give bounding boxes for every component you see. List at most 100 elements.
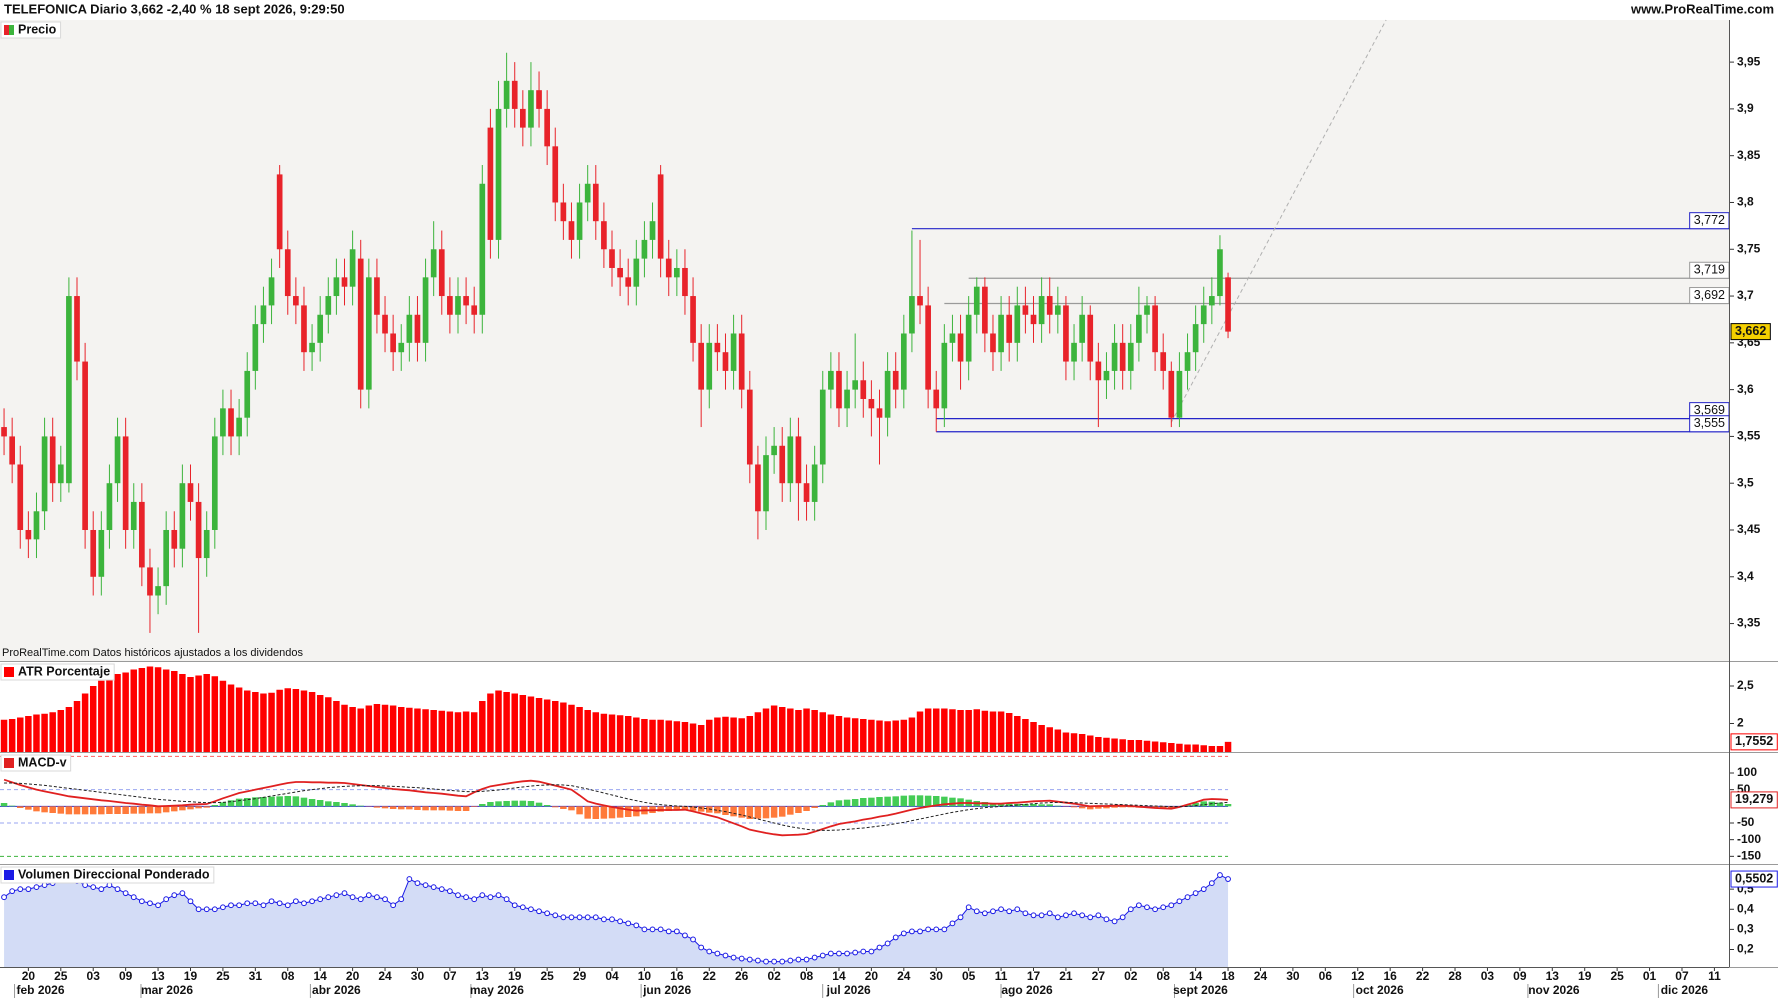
area-point (657, 926, 664, 933)
area-point (374, 894, 380, 901)
month-label: sept 2026 (1173, 983, 1228, 997)
candle-body (1095, 361, 1102, 381)
x-tick-label: 14 (1189, 969, 1203, 983)
candle-body (811, 464, 818, 502)
candle-body (463, 296, 469, 306)
bar (503, 692, 510, 752)
area-point (957, 914, 964, 921)
candle-body (641, 239, 648, 259)
x-tick-label: 25 (540, 969, 554, 983)
area-point (536, 908, 542, 915)
area-point (479, 892, 486, 899)
candle-body (1111, 342, 1118, 371)
histogram-bar (406, 806, 413, 810)
candle-body (430, 249, 437, 278)
x-tick-label: 08 (800, 969, 814, 983)
area-point (641, 926, 648, 933)
area-point (673, 928, 680, 935)
candle-body (1225, 277, 1231, 332)
candle-body (909, 296, 915, 334)
candle-body (925, 305, 931, 390)
x-tick-label: 11 (1708, 969, 1721, 983)
histogram-bar (932, 796, 940, 807)
last-value-box (1730, 870, 1778, 888)
bar (608, 714, 616, 752)
histogram-bar (884, 796, 891, 807)
area-point (138, 898, 145, 905)
y-tick-label: 3,4 (1737, 569, 1754, 583)
candle-body (1144, 305, 1150, 315)
candle-body (965, 314, 972, 362)
area-point (171, 892, 178, 899)
histogram-bar (681, 806, 689, 810)
area-point (1038, 912, 1045, 919)
x-tick-label: 05 (962, 969, 976, 983)
bar (706, 719, 713, 752)
area-point (1006, 908, 1013, 915)
x-tick-label: 08 (1157, 969, 1171, 983)
candle-body (252, 324, 259, 371)
bar (219, 680, 227, 752)
x-tick-label: 03 (87, 969, 101, 983)
candle-body (941, 342, 948, 409)
area-point (617, 918, 624, 925)
area-point (357, 896, 364, 903)
bar (989, 711, 997, 752)
bar (1005, 713, 1013, 752)
header-bar (0, 0, 1778, 20)
area-point (1119, 914, 1126, 921)
candle-body (33, 511, 40, 540)
y-tick-label: 3,35 (1737, 616, 1761, 630)
x-tick-label: 17 (1027, 969, 1041, 983)
area-point (1208, 880, 1215, 887)
bar (1014, 716, 1021, 752)
area-point (819, 952, 826, 959)
bar (308, 692, 316, 752)
x-tick-label: 30 (411, 969, 425, 983)
candle-body (455, 296, 461, 315)
bar (1054, 729, 1062, 752)
pane-title-text: MACD-v (18, 755, 67, 769)
area-point (503, 896, 510, 903)
y-tick-label: 0,2 (1737, 942, 1754, 956)
candle-body (860, 380, 867, 399)
histogram-bar (1224, 804, 1232, 807)
candle-body (592, 183, 599, 222)
area-point (195, 906, 202, 913)
area-point (292, 898, 299, 905)
bar (665, 720, 672, 752)
area-point (268, 898, 275, 905)
histogram-bar (211, 805, 219, 807)
area-point (584, 914, 591, 921)
bar (171, 671, 178, 752)
pane-title-icon (4, 758, 14, 768)
bar (803, 708, 810, 752)
histogram-bar (308, 799, 316, 807)
area-point (398, 896, 405, 903)
area-point (1063, 912, 1069, 919)
area-point (220, 904, 226, 911)
area-point (155, 902, 161, 909)
bar (924, 708, 932, 752)
trend-line (1170, 19, 1387, 423)
x-tick-label: 06 (1319, 969, 1333, 983)
bar (479, 701, 486, 752)
histogram-bar (916, 795, 924, 807)
x-tick-label: 22 (703, 969, 717, 983)
histogram-bar (689, 806, 697, 811)
bar (211, 676, 219, 752)
area-point (682, 932, 688, 939)
month-label: ago 2026 (1001, 983, 1053, 997)
candle-body (900, 333, 907, 390)
candle-body (1087, 314, 1094, 362)
bar (641, 719, 648, 752)
y-tick-label: 3,55 (1737, 429, 1761, 443)
area-point (25, 886, 32, 893)
histogram-bar (827, 802, 835, 807)
histogram-bar (1030, 804, 1037, 807)
area-point (949, 920, 956, 927)
histogram-bar (462, 806, 470, 811)
histogram-bar (349, 804, 356, 807)
histogram-bar (243, 798, 251, 807)
y-tick-label: 2 (1737, 716, 1744, 730)
